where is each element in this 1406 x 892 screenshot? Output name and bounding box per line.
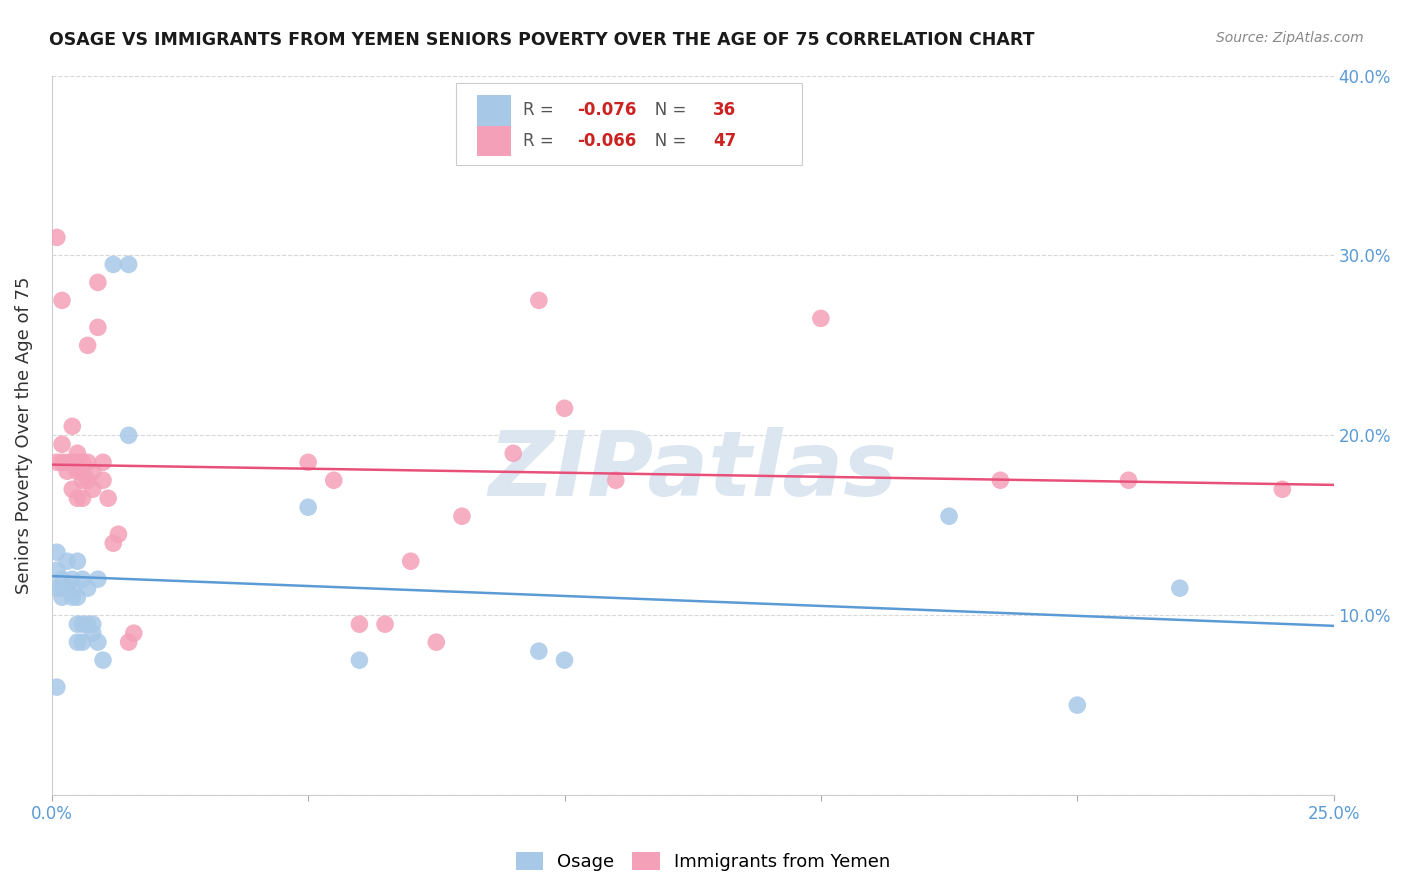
Point bbox=[938, 509, 960, 524]
Point bbox=[122, 626, 145, 640]
Point bbox=[60, 590, 83, 604]
Point bbox=[527, 644, 550, 658]
Text: 47: 47 bbox=[713, 132, 737, 150]
Point bbox=[45, 455, 67, 469]
Point bbox=[425, 635, 447, 649]
FancyBboxPatch shape bbox=[456, 83, 801, 165]
Point bbox=[118, 428, 141, 442]
Point bbox=[810, 311, 832, 326]
Legend: Osage, Immigrants from Yemen: Osage, Immigrants from Yemen bbox=[509, 845, 897, 879]
Point bbox=[502, 446, 524, 460]
Point bbox=[72, 464, 94, 478]
Point bbox=[60, 572, 83, 586]
Text: 36: 36 bbox=[713, 102, 737, 120]
Point bbox=[45, 563, 67, 577]
Point bbox=[349, 617, 371, 632]
Point bbox=[51, 455, 73, 469]
Point bbox=[56, 554, 79, 568]
Point bbox=[72, 635, 94, 649]
Point bbox=[56, 455, 79, 469]
Text: N =: N = bbox=[638, 132, 692, 150]
Point bbox=[103, 536, 125, 550]
Point bbox=[87, 635, 110, 649]
Point bbox=[66, 617, 89, 632]
Point bbox=[297, 455, 319, 469]
Point bbox=[97, 491, 120, 506]
Point bbox=[66, 464, 89, 478]
Point bbox=[527, 293, 550, 308]
Point bbox=[82, 482, 104, 496]
Point bbox=[76, 455, 98, 469]
Point bbox=[553, 653, 575, 667]
Point bbox=[60, 482, 83, 496]
Point bbox=[66, 455, 89, 469]
Text: OSAGE VS IMMIGRANTS FROM YEMEN SENIORS POVERTY OVER THE AGE OF 75 CORRELATION CH: OSAGE VS IMMIGRANTS FROM YEMEN SENIORS P… bbox=[49, 31, 1035, 49]
Point bbox=[76, 617, 98, 632]
Point bbox=[91, 455, 114, 469]
Point bbox=[322, 473, 344, 487]
Point bbox=[72, 455, 94, 469]
Point bbox=[91, 653, 114, 667]
Point bbox=[72, 491, 94, 506]
Text: R =: R = bbox=[523, 132, 560, 150]
Point bbox=[72, 572, 94, 586]
Y-axis label: Seniors Poverty Over the Age of 75: Seniors Poverty Over the Age of 75 bbox=[15, 277, 32, 594]
Point bbox=[66, 590, 89, 604]
Point bbox=[988, 473, 1011, 487]
Point bbox=[66, 635, 89, 649]
Text: Source: ZipAtlas.com: Source: ZipAtlas.com bbox=[1216, 31, 1364, 45]
Text: N =: N = bbox=[638, 102, 692, 120]
Point bbox=[56, 581, 79, 595]
Point bbox=[553, 401, 575, 416]
Point bbox=[1168, 581, 1191, 595]
Point bbox=[51, 572, 73, 586]
Point bbox=[66, 554, 89, 568]
Point bbox=[72, 473, 94, 487]
Point bbox=[82, 626, 104, 640]
Point bbox=[60, 419, 83, 434]
Point bbox=[51, 581, 73, 595]
Point bbox=[56, 464, 79, 478]
Point bbox=[66, 491, 89, 506]
Point bbox=[60, 455, 83, 469]
Point bbox=[45, 581, 67, 595]
Point bbox=[82, 617, 104, 632]
Point bbox=[107, 527, 129, 541]
Point bbox=[76, 338, 98, 352]
Point bbox=[45, 545, 67, 559]
Point bbox=[103, 257, 125, 271]
Text: -0.076: -0.076 bbox=[578, 102, 637, 120]
Point bbox=[60, 581, 83, 595]
Text: ZIPatlas: ZIPatlas bbox=[488, 427, 897, 516]
Point bbox=[72, 617, 94, 632]
Point bbox=[91, 473, 114, 487]
Bar bbox=[478, 126, 510, 156]
Bar bbox=[478, 95, 510, 126]
Point bbox=[87, 276, 110, 290]
Point bbox=[51, 590, 73, 604]
Point bbox=[1271, 482, 1294, 496]
Point bbox=[1066, 698, 1088, 712]
Point bbox=[87, 320, 110, 334]
Point bbox=[45, 680, 67, 694]
Point bbox=[349, 653, 371, 667]
Point bbox=[51, 293, 73, 308]
Text: -0.066: -0.066 bbox=[578, 132, 637, 150]
Point bbox=[82, 464, 104, 478]
Point bbox=[118, 635, 141, 649]
Point bbox=[51, 437, 73, 451]
Point bbox=[1118, 473, 1140, 487]
Point bbox=[76, 473, 98, 487]
Point bbox=[118, 257, 141, 271]
Point bbox=[399, 554, 422, 568]
Point bbox=[605, 473, 627, 487]
Point bbox=[66, 446, 89, 460]
Point bbox=[374, 617, 396, 632]
Point bbox=[297, 500, 319, 515]
Point bbox=[45, 230, 67, 244]
Point bbox=[87, 572, 110, 586]
Point bbox=[76, 581, 98, 595]
Text: R =: R = bbox=[523, 102, 560, 120]
Point bbox=[451, 509, 474, 524]
